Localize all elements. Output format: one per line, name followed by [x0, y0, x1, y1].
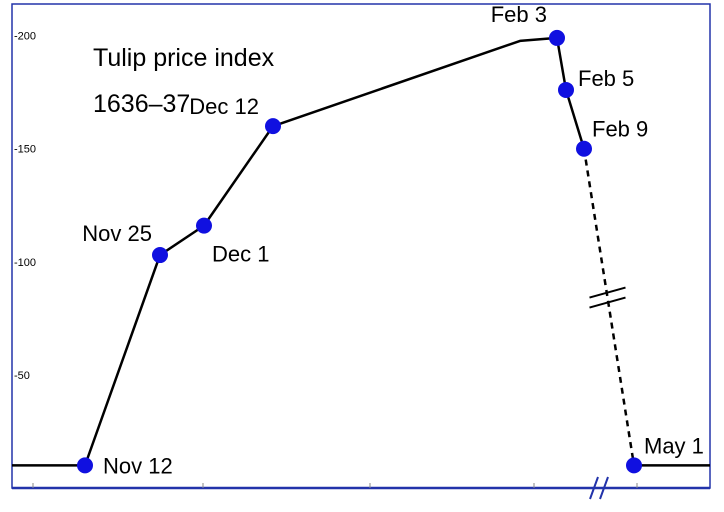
axis-break-mark: [599, 476, 609, 500]
y-tick-label: -50: [14, 370, 30, 382]
data-label: Feb 9: [592, 117, 648, 142]
data-label: Dec 12: [189, 94, 259, 119]
data-point: [558, 81, 574, 98]
line-break-mark: [589, 296, 626, 309]
axis-break-marks: [589, 286, 626, 500]
y-tick-label: -200: [14, 31, 36, 43]
chart-subtitle: 1636–37: [93, 90, 190, 118]
data-point: [626, 457, 642, 474]
data-points: [77, 29, 642, 474]
data-point: [77, 457, 93, 474]
data-label: May 1: [644, 433, 704, 458]
data-labels: Nov 12 Nov 25 Dec 1 Dec 12 Feb 3 Feb 5 Feb 9 Ma…: [82, 2, 704, 478]
line-break-mark: [589, 286, 626, 299]
series-segment-dashed: [582, 148, 636, 466]
data-point: [196, 217, 212, 234]
data-label: Nov 25: [82, 221, 152, 246]
data-label: Nov 12: [103, 453, 173, 478]
data-point: [549, 29, 565, 46]
series-line: [12, 36, 710, 467]
y-tick-label: -100: [14, 257, 36, 269]
data-point: [576, 140, 592, 157]
series-segment: [83, 36, 586, 466]
data-label: Feb 3: [491, 2, 547, 27]
data-point: [265, 118, 281, 135]
y-axis: -50 -100 -150 -200: [14, 31, 36, 382]
chart-title: Tulip price index: [93, 44, 275, 72]
axis-break-mark: [589, 476, 599, 500]
data-label: Feb 5: [578, 66, 634, 91]
data-point: [152, 247, 168, 264]
y-tick-label: -150: [14, 144, 36, 156]
data-label: Dec 1: [212, 242, 269, 267]
